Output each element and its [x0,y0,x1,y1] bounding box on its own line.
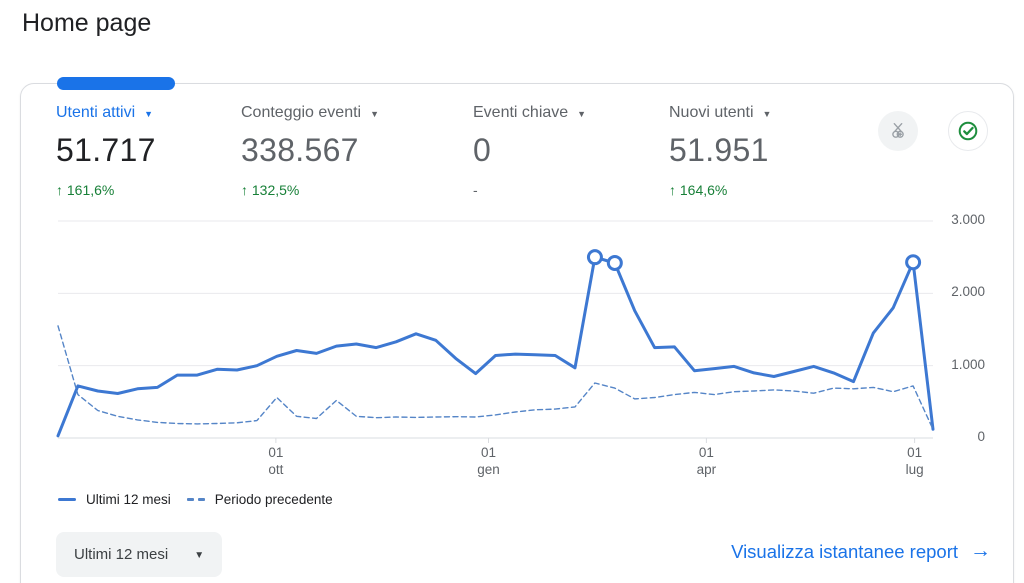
page-title: Home page [22,9,152,37]
chevron-down-icon: ▼ [370,108,380,119]
trend-chart-svg[interactable] [56,216,938,450]
metric-value: 51.951 [669,132,769,168]
trend-chart[interactable]: 0 1.000 2.000 3.000 01 ott 01 gen 01 apr 01 lug [21,212,1013,506]
metric-new-users[interactable]: Nuovi utenti ▼ 51.951 ↑ 164,6% [669,104,771,198]
legend-label-current: Ultimi 12 mesi [86,492,171,507]
metric-label: Eventi chiave ▼ [473,104,586,122]
data-point-marker [606,254,623,271]
y-axis-label: 3.000 [951,212,985,227]
y-axis-label: 0 [977,429,985,444]
x-axis-label: 01 lug [905,445,924,477]
metric-label-text: Nuovi utenti [669,104,754,121]
metric-label: Utenti attivi ▼ [56,104,156,122]
chevron-down-icon: ▼ [762,108,772,119]
metric-value: 338.567 [241,132,359,168]
metric-delta: ↑ 161,6% [56,182,156,198]
data-point-marker [905,254,922,271]
date-range-label: Ultimi 12 mesi [74,546,169,563]
active-tab-indicator [57,77,175,90]
x-axis-label: 01 ott [268,445,284,477]
report-link-label: Visualizza istantanee report [731,541,958,562]
right-arrow-icon: → [970,539,991,562]
legend-dashed-line-swatch [186,498,205,501]
chevron-down-icon: ▼ [577,108,587,119]
metric-delta-text: 132,5% [251,182,300,198]
metric-key-events[interactable]: Eventi chiave ▼ 0 - [473,104,586,198]
metric-label-text: Conteggio eventi [241,104,362,121]
date-range-dropdown[interactable]: Ultimi 12 mesi ▼ [56,532,223,577]
check-circle-icon[interactable] [948,111,988,151]
legend-solid-line-swatch [58,498,76,501]
metric-label-text: Eventi chiave [473,104,569,121]
metric-label: Conteggio eventi ▼ [241,104,379,122]
metric-value: 51.717 [56,132,156,168]
metric-delta: ↑ 164,6% [669,182,771,198]
metric-delta: ↑ 132,5% [241,182,379,198]
y-axis-label: 2.000 [951,284,985,300]
metric-value: 0 [473,132,492,168]
overview-card: Utenti attivi ▼ 51.717 ↑ 161,6% Conteggi… [20,83,1014,583]
up-arrow-icon: ↑ [56,182,63,198]
data-point-marker [586,249,603,266]
metric-active-users[interactable]: Utenti attivi ▼ 51.717 ↑ 161,6% [56,104,156,198]
medal-icon[interactable] [878,111,918,151]
chevron-down-icon: ▼ [144,108,154,119]
metric-event-count[interactable]: Conteggio eventi ▼ 338.567 ↑ 132,5% [241,104,379,198]
chart-legend: Ultimi 12 mesi Periodo precedente [58,492,333,507]
chevron-down-icon: ▼ [194,549,205,561]
x-axis-label: 01 apr [696,445,717,477]
legend-label-previous: Periodo precedente [214,492,333,507]
up-arrow-icon: ↑ [669,182,676,198]
up-arrow-icon: ↑ [241,182,248,198]
metric-delta-text: 161,6% [66,182,115,198]
metric-delta: - [473,182,478,198]
view-reports-snapshot-link[interactable]: Visualizza istantanee report → [731,539,991,564]
metric-delta-text: 164,6% [679,182,728,198]
metric-label: Nuovi utenti ▼ [669,104,771,122]
y-axis-label: 1.000 [951,356,985,372]
x-axis-label: 01 gen [477,445,500,477]
metric-label-text: Utenti attivi [56,104,136,121]
